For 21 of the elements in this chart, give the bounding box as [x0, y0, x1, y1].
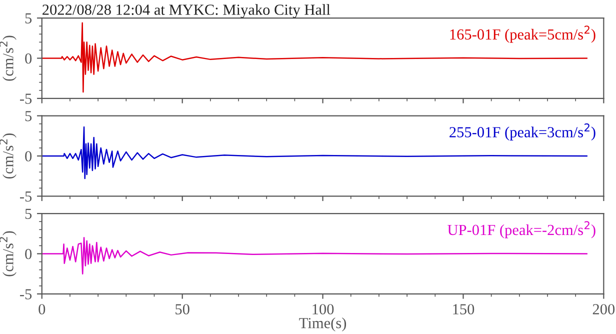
chart-title: 2022/08/28 12:04 at MYKC: Miyako City Hall	[42, 4, 330, 18]
x-tick-label: 50	[176, 304, 190, 314]
y-tick-label: 5	[25, 13, 32, 24]
x-tick-label: 0	[38, 304, 46, 314]
y-tick-label: -5	[20, 289, 32, 300]
y-tick-label: 0	[25, 248, 32, 260]
x-tick-label: 150	[453, 304, 474, 314]
line-series	[42, 22, 588, 93]
series-label: UP-01F (peak=-2cm/s$^{2}$)	[448, 221, 596, 238]
x-tick-label: 100	[312, 304, 334, 314]
series-label: 165-01F (peak=5cm/s$^{2}$)	[450, 26, 596, 43]
y-tick-label: 0	[25, 53, 32, 64]
series-label: 255-01F (peak=3cm/s$^{2}$)	[450, 123, 596, 140]
y-tick-label: -5	[20, 94, 32, 104]
x-tick-label: 200	[592, 304, 615, 314]
x-axis-title: Time(s)	[299, 317, 346, 332]
y-tick-label: -5	[20, 191, 32, 202]
y-tick-label: 5	[25, 111, 32, 122]
line-series	[42, 237, 588, 274]
y-tick-label: 0	[25, 151, 32, 162]
y-tick-label: 5	[25, 208, 32, 219]
